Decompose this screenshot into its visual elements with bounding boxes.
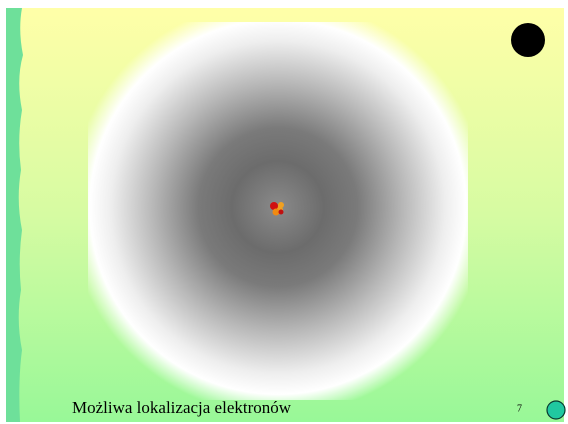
caption: Możliwa lokalizacja elektronów [72, 398, 292, 417]
left-stripe [6, 8, 23, 422]
teal-dot [546, 400, 566, 420]
nucleus [270, 202, 284, 216]
black-dot [511, 23, 545, 57]
page-number: 7 [517, 403, 522, 414]
